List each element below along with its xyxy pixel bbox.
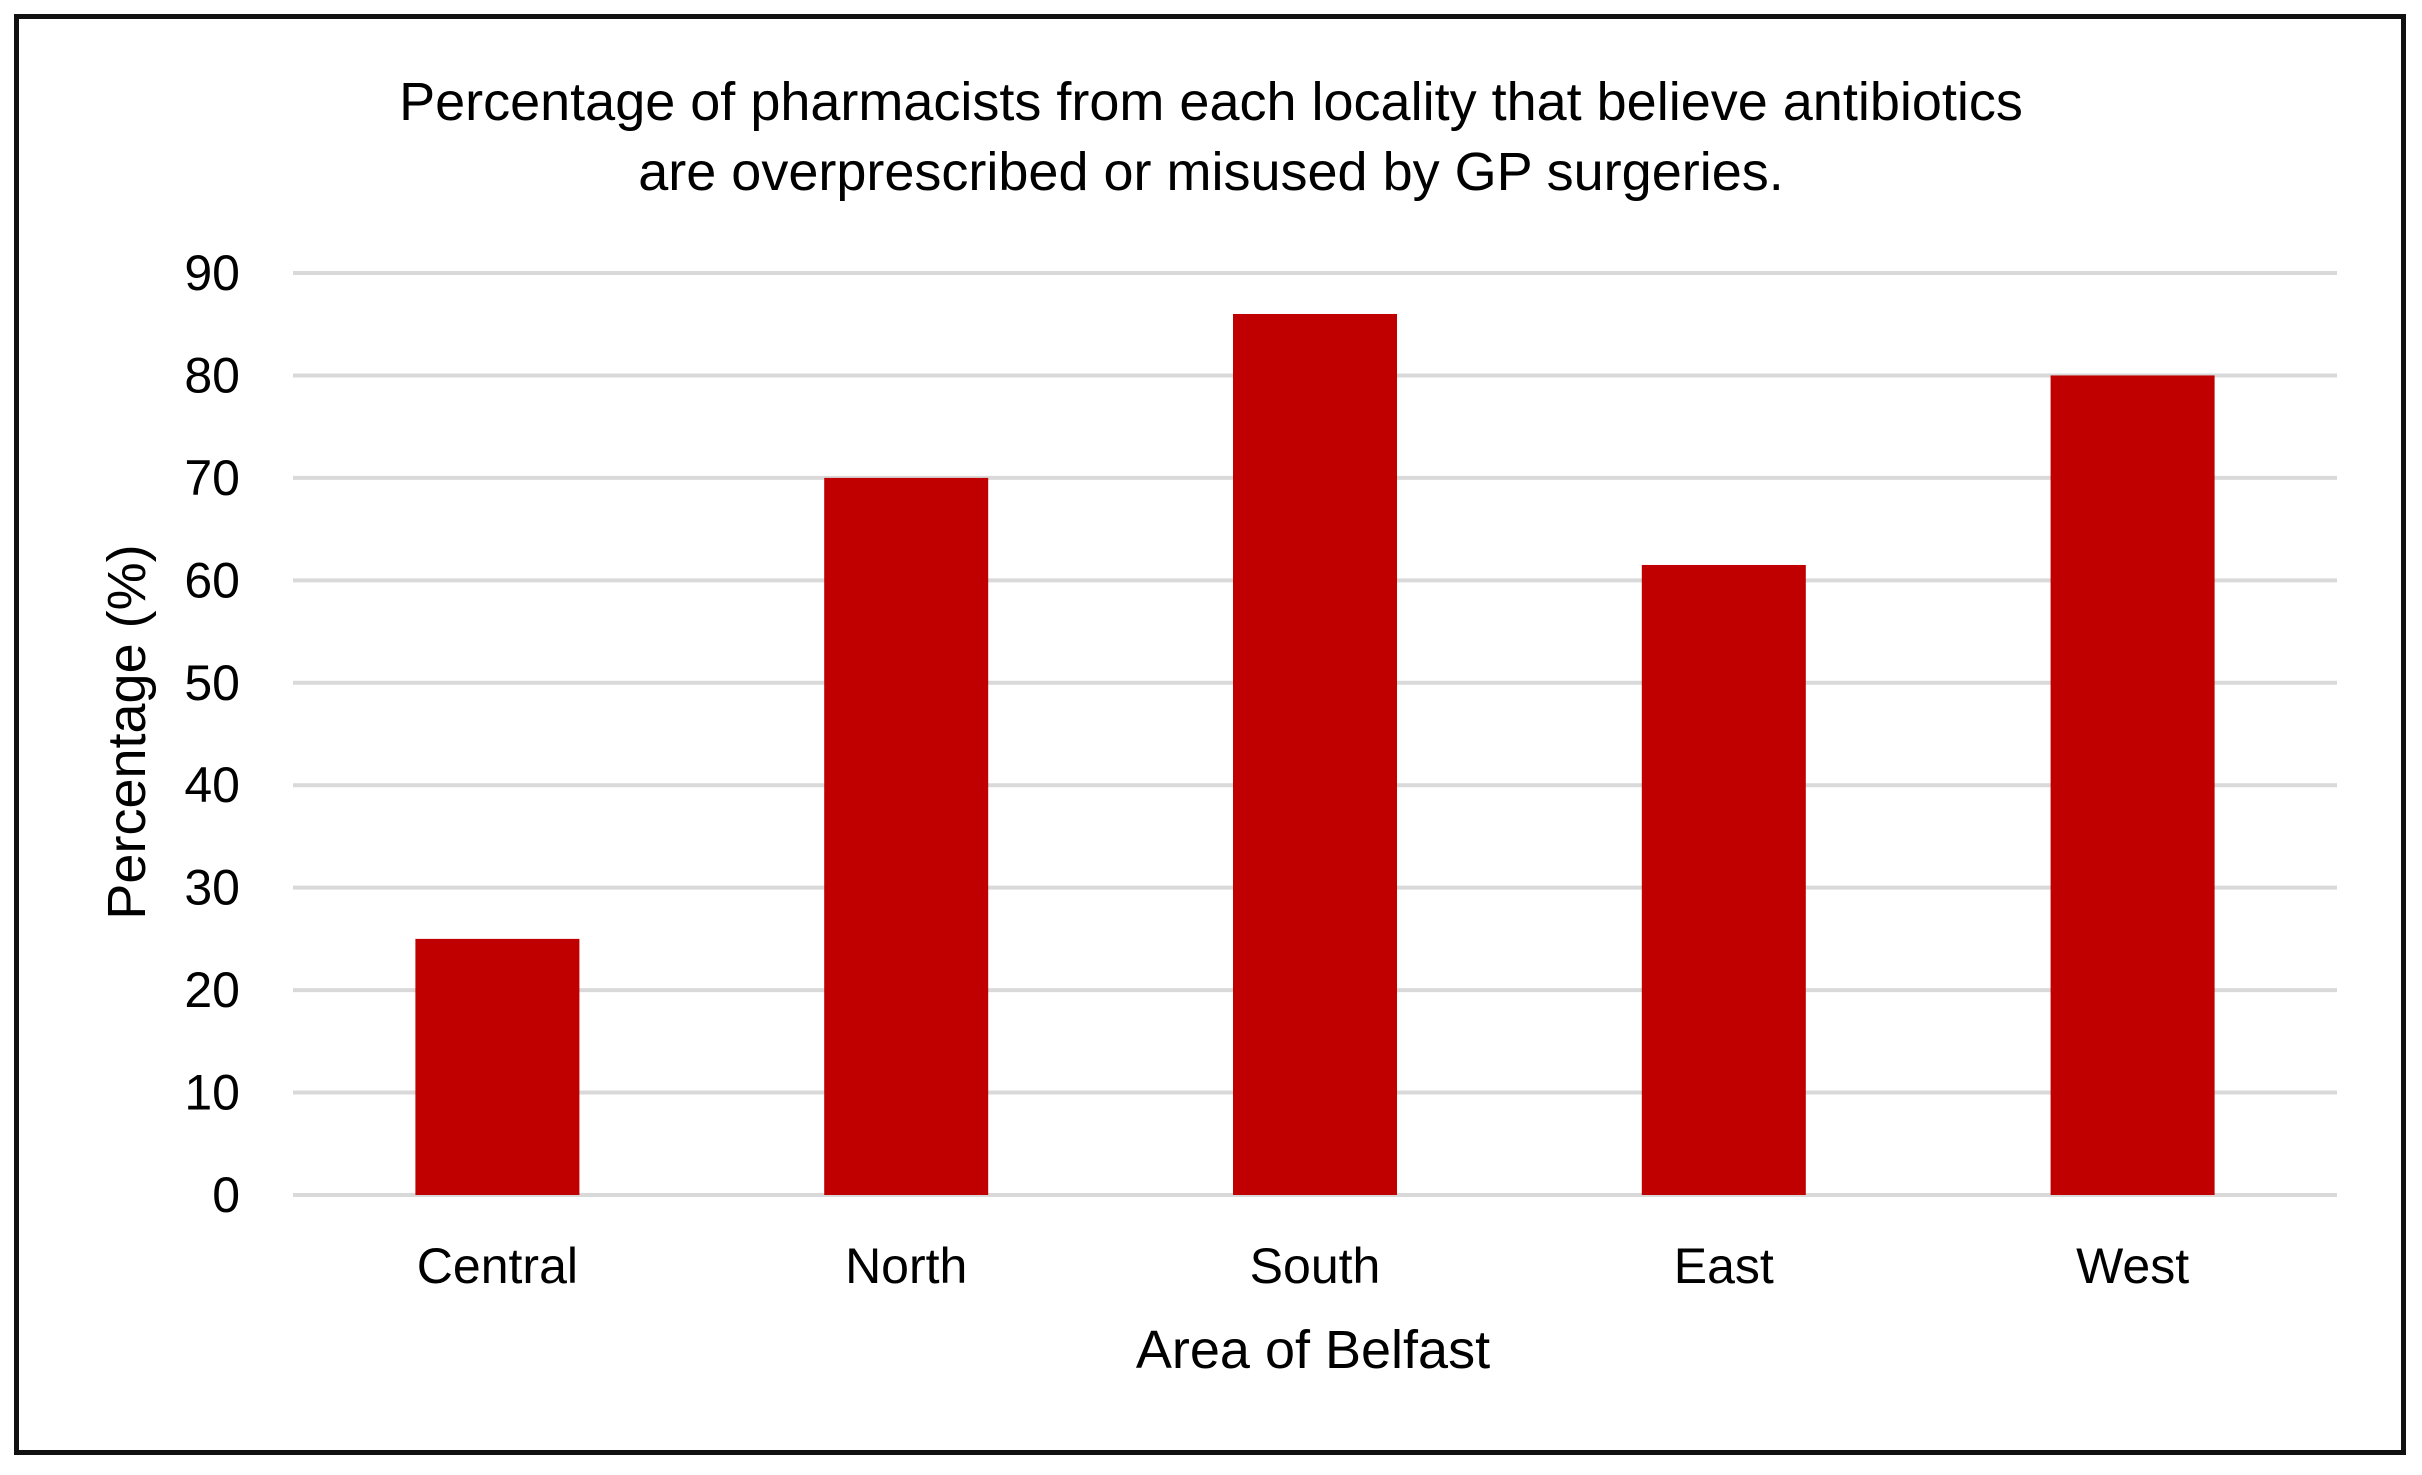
y-tick-label-90: 90 [184, 245, 240, 301]
y-tick-label-80: 80 [184, 347, 240, 403]
x-tick-label-south: South [1250, 1238, 1381, 1294]
bar-north [824, 477, 989, 1195]
x-tick-label-north: North [845, 1238, 967, 1294]
x-tick-label-central: Central [417, 1238, 578, 1294]
x-axis-tick-labels: Central North South East West [417, 1238, 2189, 1294]
chart-title-line-2: are overprescribed or misused by GP surg… [638, 142, 1784, 202]
bar-central [415, 938, 580, 1195]
y-tick-label-0: 0 [212, 1167, 240, 1223]
y-tick-label-10: 10 [184, 1065, 240, 1121]
x-tick-label-east: East [1674, 1238, 1774, 1294]
y-tick-label-20: 20 [184, 962, 240, 1018]
chart-title-line-1: Percentage of pharmacists from each loca… [399, 72, 2023, 132]
bar-east [1641, 564, 1806, 1195]
y-axis-title: Percentage (%) [97, 544, 157, 919]
x-axis-title: Area of Belfast [1136, 1320, 1490, 1380]
y-tick-label-60: 60 [184, 552, 240, 608]
y-tick-label-70: 70 [184, 450, 240, 506]
chart-frame [14, 14, 2406, 1455]
x-tick-label-west: West [2076, 1238, 2189, 1294]
bar-south [1233, 313, 1397, 1195]
y-tick-label-40: 40 [184, 757, 240, 813]
bars [415, 313, 2215, 1195]
y-tick-label-50: 50 [184, 655, 240, 711]
bar-west [2050, 375, 2215, 1195]
y-tick-label-30: 30 [184, 860, 240, 916]
y-axis-tick-labels: 0 10 20 30 40 50 60 70 80 90 [184, 245, 240, 1223]
